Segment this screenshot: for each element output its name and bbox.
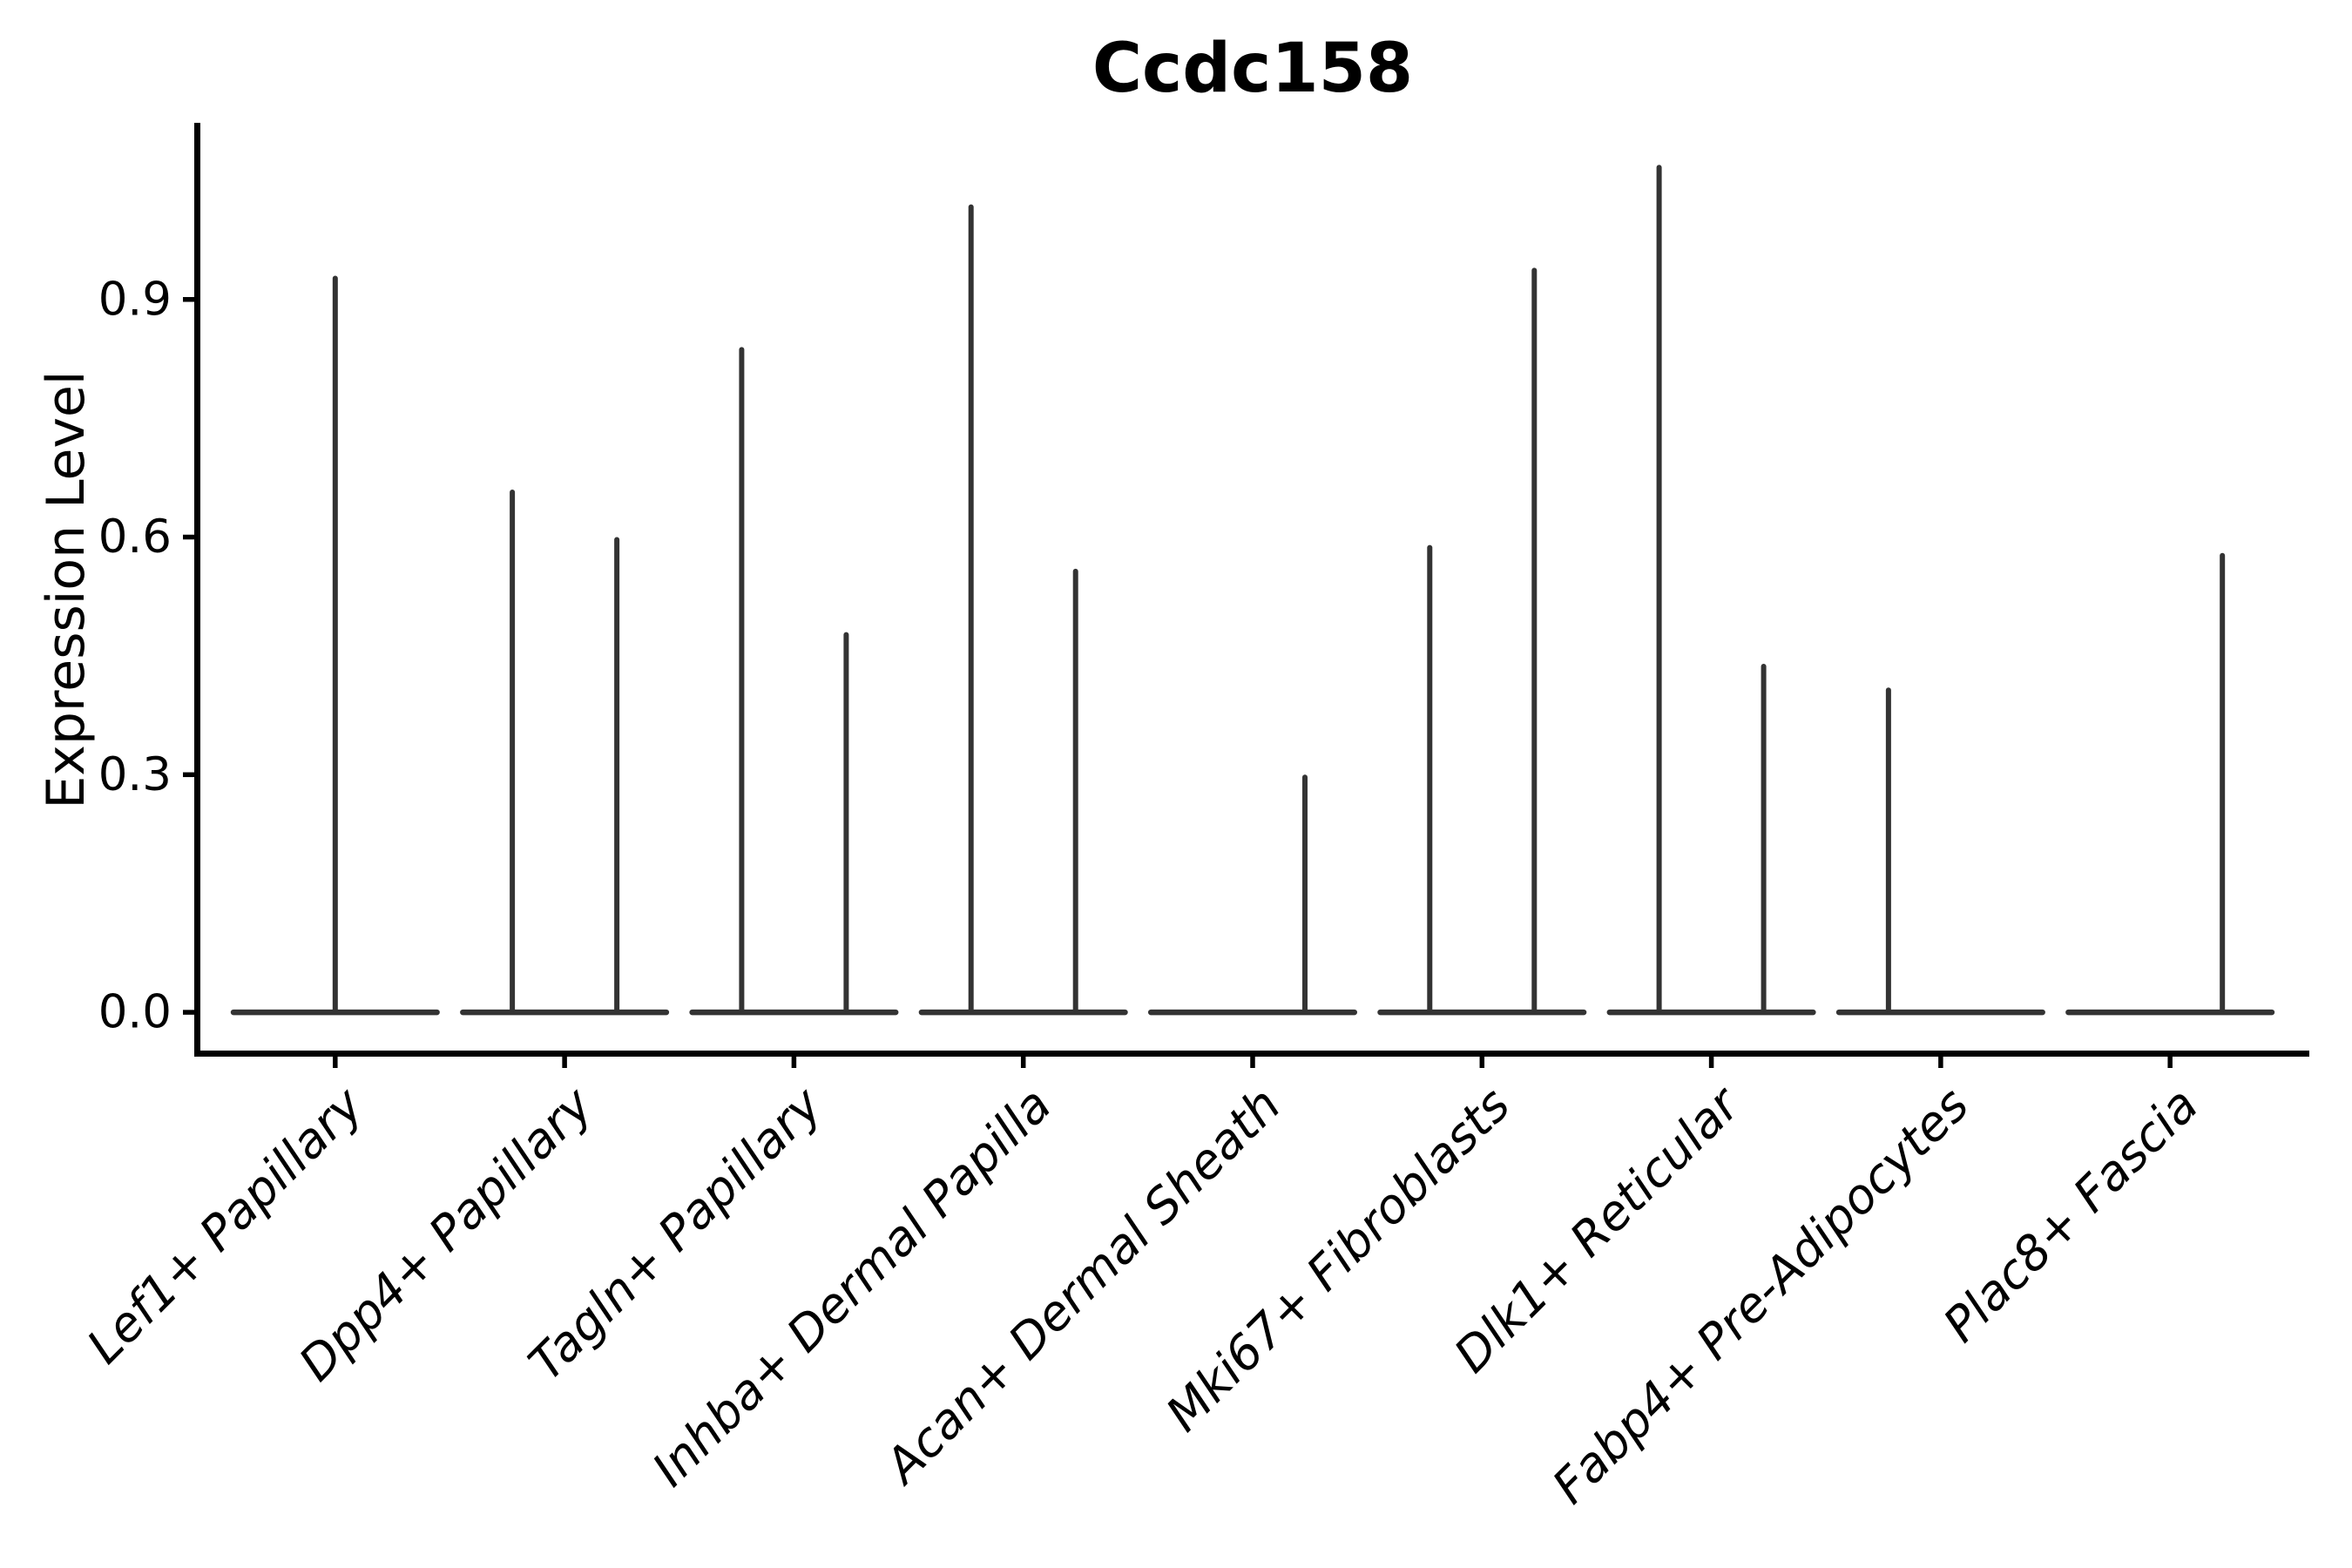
violin-spike <box>510 489 516 1013</box>
violin-base <box>1606 1009 1816 1016</box>
x-tick <box>2167 1057 2173 1068</box>
violin-spike <box>614 537 620 1013</box>
y-axis-spine <box>194 123 200 1057</box>
y-tick-label: 0.0 <box>98 986 172 1039</box>
violin-spike <box>968 204 974 1013</box>
violin-spike <box>1531 267 1538 1013</box>
violin-spike <box>2220 552 2226 1013</box>
y-tick <box>183 297 194 302</box>
violin-spike <box>1072 568 1078 1013</box>
y-tick <box>183 534 194 540</box>
violin-spike <box>1427 544 1433 1013</box>
y-tick <box>183 772 194 778</box>
x-tick-label: Fabp4+ Pre-Adipocytes <box>1542 1077 1979 1514</box>
x-tick <box>562 1057 567 1068</box>
y-tick <box>183 1010 194 1015</box>
x-tick <box>1938 1057 1943 1068</box>
x-tick <box>791 1057 797 1068</box>
x-axis-spine <box>196 1051 2309 1057</box>
violin-base <box>1377 1009 1587 1016</box>
y-tick-label: 0.3 <box>98 748 172 801</box>
violin-base <box>1148 1009 1357 1016</box>
x-tick-label: Inhba+ Dermal Papilla <box>641 1077 1061 1497</box>
y-tick-label: 0.9 <box>98 273 172 326</box>
violin-spike <box>1761 664 1767 1013</box>
violin-spike <box>1302 774 1308 1013</box>
y-tick-label: 0.6 <box>98 510 172 564</box>
x-tick <box>1250 1057 1255 1068</box>
violin-base <box>460 1009 670 1016</box>
violin-spike <box>332 275 338 1013</box>
x-tick <box>1020 1057 1026 1068</box>
violin-spike <box>1656 165 1662 1013</box>
violin-spike <box>843 632 849 1013</box>
violin-spike <box>1885 687 1891 1013</box>
x-tick <box>1708 1057 1714 1068</box>
x-tick <box>333 1057 338 1068</box>
chart-title: Ccdc158 <box>1092 30 1414 108</box>
x-tick <box>1479 1057 1485 1068</box>
violin-base <box>689 1009 899 1016</box>
violin-base <box>918 1009 1128 1016</box>
violin-spike <box>739 347 745 1013</box>
violin-base <box>1835 1009 2045 1016</box>
violin-base <box>2065 1009 2275 1016</box>
x-tick-label: Acan+ Dermal Sheath <box>873 1077 1292 1496</box>
